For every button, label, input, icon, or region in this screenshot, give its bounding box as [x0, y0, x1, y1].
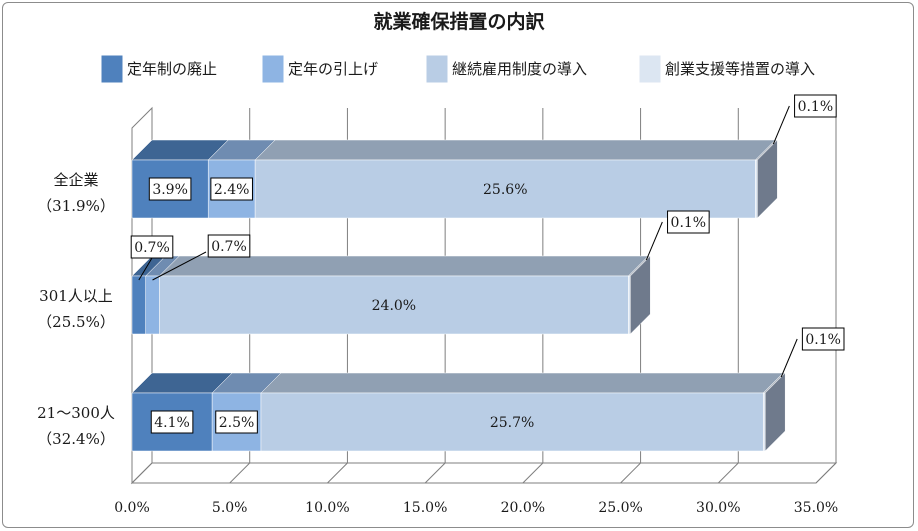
x-tick-label-2: 10.0%: [305, 500, 349, 516]
bar-side-0: [757, 139, 778, 219]
legend-label-2: 継続雇用制度の導入: [452, 60, 587, 78]
data-label-2-2: 25.7%: [490, 415, 534, 431]
x-tick-label-0: 0.0%: [114, 500, 150, 516]
data-labels: 3.9% 2.4% 25.6% 0.1% 0.7% 0.7% 24.0% 0.1% 4.1% 2.…: [130, 94, 845, 434]
bar-1-3: [628, 275, 631, 335]
data-label-0-3: 0.1%: [798, 99, 834, 115]
data-label-1-0: 0.7%: [134, 240, 170, 256]
data-label-0-0-box: [148, 177, 192, 201]
category-label-0: 全企業: [53, 171, 98, 189]
x-tick-label-6: 30.0%: [696, 500, 740, 516]
x-tick-label-5: 25.0%: [598, 500, 642, 516]
data-label-2-3-box: [801, 327, 845, 351]
bar-side-2: [764, 372, 786, 452]
data-label-1-3: 0.1%: [671, 215, 707, 231]
gridline-floor-1: [229, 462, 251, 484]
data-label-0-1-box: [210, 177, 253, 201]
bar-top-0-2: [254, 139, 777, 161]
x-tick-label-1: 5.0%: [212, 500, 248, 516]
gridline-floor-5: [620, 462, 641, 484]
category-total-1: （25.5%）: [37, 313, 115, 331]
y-axis-labels: 全企業 （31.9%） 301人以上 （25.5%） 21～300人 （32.4%）: [37, 171, 115, 448]
category-label-2: 21～300人: [37, 404, 115, 422]
data-label-1-1-box: [207, 234, 251, 258]
x-axis-ticks: 0.0% 5.0% 10.0% 15.0% 20.0% 25.0% 30.0% 35.0%: [114, 500, 838, 516]
x-tick-label-4: 20.0%: [501, 500, 545, 516]
data-label-0-3-box: [794, 94, 837, 118]
data-label-2-1-box: [215, 410, 258, 434]
category-label-1: 301人以上: [39, 287, 113, 305]
data-label-0-2: 25.6%: [483, 182, 527, 198]
data-label-1-1: 0.7%: [211, 239, 247, 255]
data-label-2-0-box: [150, 410, 194, 434]
gridline-floor-4: [522, 462, 544, 484]
data-label-0-0: 3.9%: [152, 182, 188, 198]
leader-1-0: [138, 257, 153, 281]
leader-1-1: [152, 251, 207, 281]
gridline-floor-0: [131, 462, 153, 484]
bar-1-2: [159, 275, 629, 335]
data-label-2-3: 0.1%: [805, 332, 841, 348]
legend-swatch-0: [100, 54, 124, 84]
legend-swatch-1: [261, 54, 285, 84]
data-label-1-3-box: [667, 210, 710, 234]
bar-2-2: [260, 392, 764, 452]
floor: [130, 462, 838, 484]
category-total-0: （31.9%）: [37, 197, 115, 215]
bar-1-0: [131, 275, 146, 335]
gridline-floor-2: [327, 462, 348, 484]
gridline-floor-3: [424, 462, 446, 484]
x-tick-label-3: 15.0%: [403, 500, 447, 516]
bar-1-1: [145, 275, 160, 335]
bar-top-2-2: [260, 372, 784, 394]
legend-label-1: 定年の引上げ: [288, 60, 378, 78]
leader-2-3: [780, 338, 798, 378]
gridline-floor-7: [815, 462, 837, 484]
bar-top-1-2: [158, 255, 649, 277]
legend: 定年制の廃止 定年の引上げ 継続雇用制度の導入 創業支援等措置の導入: [100, 54, 815, 84]
data-label-1-2: 24.0%: [372, 298, 416, 314]
legend-swatch-2: [425, 54, 449, 84]
category-total-2: （32.4%）: [37, 430, 115, 448]
data-label-0-1: 2.4%: [214, 182, 250, 198]
bar-0-2: [254, 159, 756, 219]
bar-2-3: [762, 392, 766, 452]
leader-0-3: [772, 105, 790, 145]
bar-side-1: [630, 255, 651, 335]
gridline-floor-6: [717, 462, 739, 484]
chart-title: 就業確保措置の内訳: [373, 10, 545, 33]
leader-1-3: [645, 221, 663, 261]
data-label-2-1: 2.5%: [219, 415, 255, 431]
x-tick-label-7: 35.0%: [794, 500, 838, 516]
legend-label-0: 定年制の廃止: [127, 60, 217, 78]
legend-swatch-3: [638, 54, 662, 84]
data-label-2-0: 4.1%: [154, 415, 190, 431]
bar-0-3: [755, 159, 758, 219]
legend-label-3: 創業支援等措置の導入: [665, 60, 815, 78]
